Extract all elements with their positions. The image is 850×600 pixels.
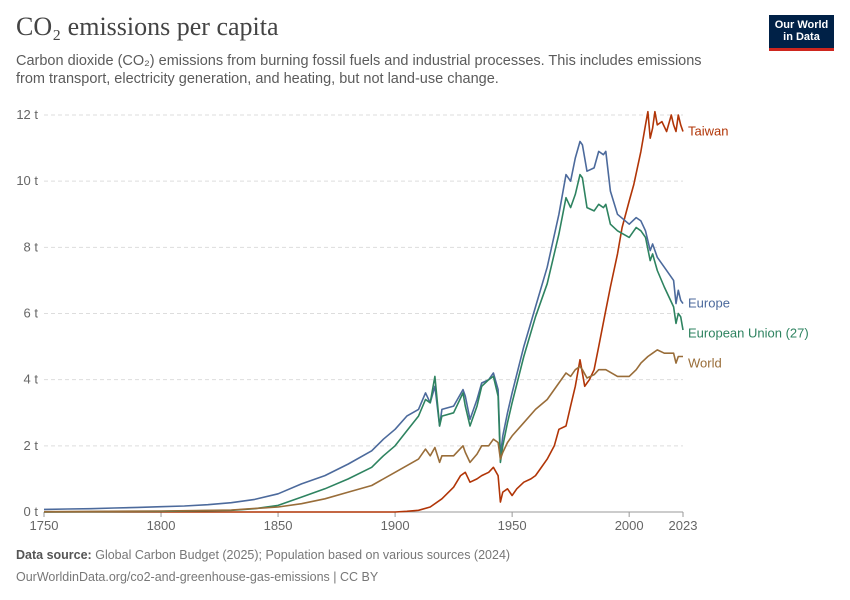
series-layer	[43, 110, 684, 513]
series-label-europe[interactable]: Europe	[688, 296, 730, 311]
data-source-label: Data source:	[16, 548, 92, 562]
x-tick-label: 2023	[669, 518, 698, 533]
series-label-taiwan[interactable]: Taiwan	[688, 124, 728, 139]
chart-subtitle: Carbon dioxide (CO₂) emissions from burn…	[16, 53, 702, 87]
y-tick-label: 6 t	[24, 306, 39, 321]
series-label-european-union-27[interactable]: European Union (27)	[688, 326, 809, 341]
x-tick-label: 2000	[615, 518, 644, 533]
y-tick-label: 4 t	[24, 372, 39, 387]
series-line-world[interactable]	[43, 349, 683, 513]
x-tick-label: 1800	[147, 518, 176, 533]
series-line-europe[interactable]	[43, 140, 684, 511]
chart-title: CO₂ emissions per capita	[16, 12, 279, 41]
y-tick-label: 2 t	[24, 438, 39, 453]
x-tick-label: 1900	[381, 518, 410, 533]
series-line-taiwan[interactable]	[44, 110, 684, 513]
logo-line-1: Our World	[774, 19, 829, 31]
x-tick-label: 1950	[498, 518, 527, 533]
series-line-european-union-27[interactable]	[43, 173, 684, 513]
logo-line-2: in Data	[783, 31, 820, 43]
x-tick-label: 1850	[264, 518, 293, 533]
x-tick-label: 1750	[30, 518, 59, 533]
series-label-world[interactable]: World	[688, 356, 722, 371]
y-tick-label: 8 t	[24, 239, 39, 254]
y-tick-label: 0 t	[24, 504, 39, 519]
label-layer: Taiwan Europe European Union (27) World	[688, 124, 809, 371]
source-url[interactable]: OurWorldinData.org/co2-and-greenhouse-ga…	[16, 570, 379, 584]
data-source-text[interactable]: Global Carbon Budget (2025); Population …	[95, 548, 511, 562]
y-tick-label: 12 t	[16, 107, 38, 122]
grid-layer	[44, 114, 683, 513]
owid-logo[interactable]: Our World in Data	[769, 15, 834, 51]
y-tick-label: 10 t	[16, 173, 38, 188]
tick-layer: 0 t 2 t 4 t 6 t 8 t 10 t 12 t 1750 1800 1850 1900 1…	[16, 107, 697, 533]
data-source: Data source: Global Carbon Budget (2025)…	[16, 548, 510, 562]
